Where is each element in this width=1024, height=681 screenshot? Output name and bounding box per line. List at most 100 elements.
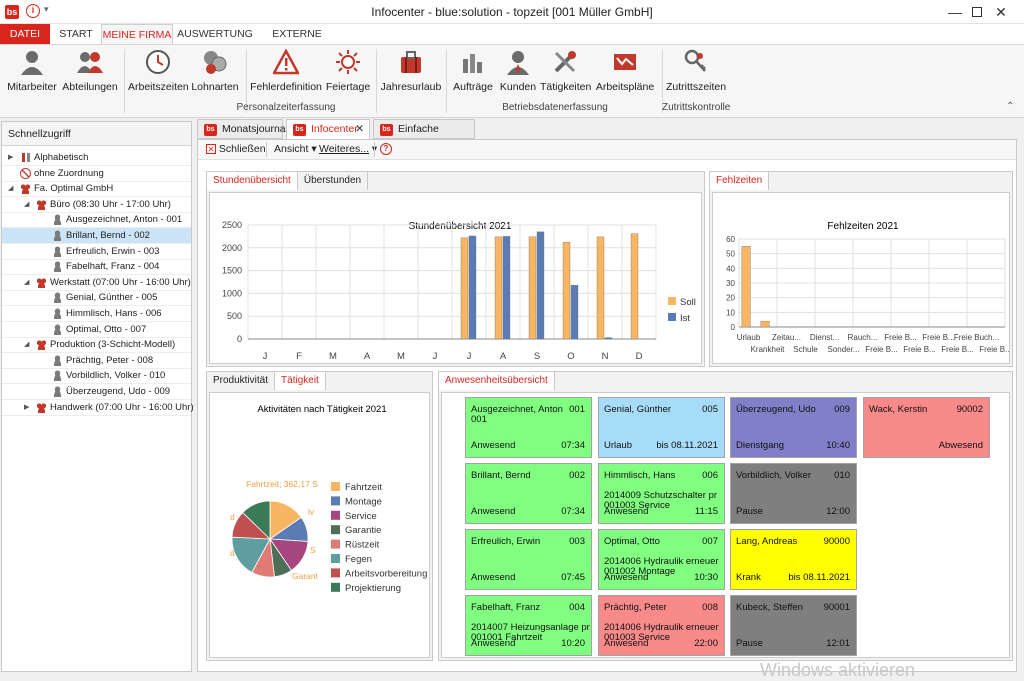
expand-toggle-icon[interactable]: ▶ [24, 403, 30, 411]
more-dropdown[interactable]: Weiteres... ▾ [319, 143, 377, 155]
quick-access-title: Schnellzugriff [2, 122, 191, 146]
abteilungen-button[interactable]: Abteilungen [62, 49, 118, 97]
legend-swatch [331, 539, 340, 549]
expand-toggle-icon[interactable]: ◢ [24, 341, 30, 349]
card-num: 90002 [956, 404, 983, 415]
presence-card[interactable]: Himmlisch, Hans 006 2014009 Schutzschalter… [598, 463, 725, 524]
tab-monatsjournal[interactable]: bs Monatsjournal [197, 119, 288, 139]
tab-meine-firma[interactable]: MEINE FIRMA [101, 24, 173, 45]
tab-externe-daten[interactable]: EXTERNE DATEN [272, 28, 322, 60]
info-icon[interactable]: i [26, 4, 40, 18]
tab-ueberstunden[interactable]: Überstunden [298, 172, 369, 190]
presence-card[interactable]: Vorbildlich, Volker 010 Pause 12:00 [730, 463, 857, 524]
pie-slice [231, 536, 271, 573]
auftraege-button[interactable]: Aufträge [450, 49, 496, 97]
maximize-button[interactable] [954, 0, 1000, 24]
tab-stundenuebersicht[interactable]: Stundenübersicht [207, 172, 298, 190]
tab-produktivitaet[interactable]: Produktivität [207, 372, 276, 390]
x-tick-label: O [567, 351, 574, 362]
close-button[interactable]: ✕ Schließen [206, 143, 266, 155]
close-tab-icon[interactable]: ✕ [355, 123, 364, 135]
tree-item[interactable]: ◢ Werkstatt (07:00 Uhr - 16:00 Uhr) [2, 275, 191, 291]
presence-card[interactable]: Optimal, Otto 007 2014006 Hydraulik erneue… [598, 529, 725, 590]
tab-anwesenheitsuebersicht[interactable]: Anwesenheitsübersicht [439, 372, 555, 390]
presence-card[interactable]: Fabelhaft, Franz 004 2014007 Heizungsanlag… [465, 595, 592, 656]
presence-card[interactable]: Wack, Kerstin 90002 Abwesend [863, 397, 990, 458]
arbeitsplaene-button[interactable]: Arbeitspläne [594, 49, 656, 97]
arbeitszeiten-button[interactable]: Arbeitszeiten [128, 49, 189, 97]
presence-card[interactable]: Genial, Günther 005 Urlaub bis 08.11.2021 [598, 397, 725, 458]
card-num: 008 [702, 602, 718, 613]
pie-data-label: Fahrtzeit; 362,17 S [246, 479, 318, 489]
expand-toggle-icon[interactable]: ▶ [8, 154, 14, 161]
x-tick-label: D [636, 351, 643, 362]
mitarbeiter-button[interactable]: Mitarbeiter [4, 49, 60, 97]
tree-item[interactable]: ◢ Produktion (3-Schicht-Modell) [2, 337, 191, 354]
card-num: 90001 [823, 602, 850, 613]
presence-card[interactable]: Ausgezeichnet, Anton 001 001 Anwesend 07:34 [465, 397, 592, 458]
legend-label: Projektierung [345, 583, 401, 594]
expand-toggle-icon[interactable]: ◢ [8, 185, 14, 193]
tab-fehlzeiten[interactable]: Fehlzeiten [710, 172, 770, 190]
tab-auswertung[interactable]: AUSWERTUNG [177, 28, 253, 40]
taetigkeiten-button[interactable]: Tätigkeiten [540, 49, 591, 97]
person-icon [52, 323, 63, 335]
fehlerdefinition-button[interactable]: Fehlerdefinition [250, 48, 322, 97]
tree-item[interactable]: Überzeugend, Udo - 009 [2, 384, 191, 400]
card-name: Ausgezeichnet, Anton [471, 404, 563, 415]
absence-bar-chart: Fehlzeiten 2021 0 10 20 30 40 50 60 Urlaub Krankh… [726, 221, 1012, 354]
collapse-ribbon-icon[interactable]: ⌃ [1006, 101, 1015, 112]
expand-toggle-icon[interactable]: ◢ [24, 278, 30, 286]
card-status: Urlaub [604, 440, 632, 451]
tree-item[interactable]: Vorbildlich, Volker - 010 [2, 368, 191, 385]
presence-card[interactable]: Lang, Andreas 90000 Krank bis 08.11.2021 [730, 529, 857, 590]
tree-item[interactable]: Ausgezeichnet, Anton - 001 [2, 212, 191, 229]
presence-card[interactable]: Überzeugend, Udo 009 Dienstgang 10:40 [730, 397, 857, 458]
tab-datei[interactable]: DATEI [0, 24, 50, 44]
presence-card[interactable]: Kubeck, Steffen 90001 Pause 12:01 [730, 595, 857, 656]
kunden-button[interactable]: Kunden [498, 49, 538, 97]
minimize-button[interactable]: — [948, 4, 962, 20]
lohnarten-button[interactable]: Lohnarten [190, 49, 240, 97]
person-icon [52, 230, 63, 241]
tree-item[interactable]: ▶ Alphabetisch [2, 150, 191, 166]
close-window-button[interactable]: ✕ [995, 4, 1007, 20]
tree-item[interactable]: ohne Zuordnung [2, 166, 191, 182]
jahresurlaub-button[interactable]: Jahresurlaub [380, 49, 442, 97]
tree-item[interactable]: Fabelhaft, Franz - 004 [2, 259, 191, 276]
card-num: 010 [834, 470, 850, 481]
tree-item[interactable]: ◢ Fa. Optimal GmbH [2, 181, 191, 198]
expand-toggle-icon[interactable]: ◢ [24, 200, 30, 208]
tree-item[interactable]: ◢ Büro (08:30 Uhr - 17:00 Uhr) [2, 197, 191, 213]
help-icon[interactable]: ? [380, 143, 392, 155]
card-time: Abwesend [938, 440, 983, 451]
bar-absence [760, 320, 770, 328]
legend-swatch [331, 554, 340, 563]
card-time: 07:34 [561, 440, 585, 451]
tree-item[interactable]: Himmlisch, Hans - 006 [2, 306, 191, 322]
tab-start[interactable]: START [59, 28, 93, 40]
tree-item[interactable]: Genial, Günther - 005 [2, 290, 191, 307]
presence-card[interactable]: Brillant, Bernd 002 Anwesend 07:34 [465, 463, 592, 524]
card-detail2: 001003 Service [604, 632, 671, 643]
tree-item[interactable]: Optimal, Otto - 007 [2, 322, 191, 338]
feiertage-button[interactable]: Feiertage [324, 49, 372, 97]
quick-access-dropdown-icon[interactable]: ▾ [44, 4, 49, 14]
presence-card[interactable]: Erfreulich, Erwin 003 Anwesend 07:45 [465, 529, 592, 590]
tree-item[interactable]: ▶ Handwerk (07:00 Uhr - 16:00 Uhr) [2, 400, 194, 416]
x-tick-label: M [329, 351, 337, 362]
view-dropdown[interactable]: Ansicht ▾ [274, 143, 317, 155]
legend-swatch [331, 525, 340, 535]
tree-item[interactable]: Prächtig, Peter - 008 [2, 353, 191, 369]
tree-item[interactable]: Erfreulich, Erwin - 003 [2, 244, 191, 260]
tree-item[interactable]: Brillant, Bernd - 002 [2, 228, 191, 244]
legend-swatch [668, 313, 676, 321]
no-assignment-icon [20, 167, 31, 179]
tab-taetigkeit[interactable]: Tätigkeit [275, 372, 326, 390]
card-time: bis 08.11.2021 [656, 440, 718, 451]
legend-swatch [331, 482, 340, 491]
tab-infocenter[interactable]: bs Infocenter ✕ [286, 119, 370, 139]
presence-card[interactable]: Prächtig, Peter 008 2014006 Hydraulik erne… [598, 595, 725, 656]
zutrittszeiten-button[interactable]: Zutrittszeiten [666, 49, 726, 97]
